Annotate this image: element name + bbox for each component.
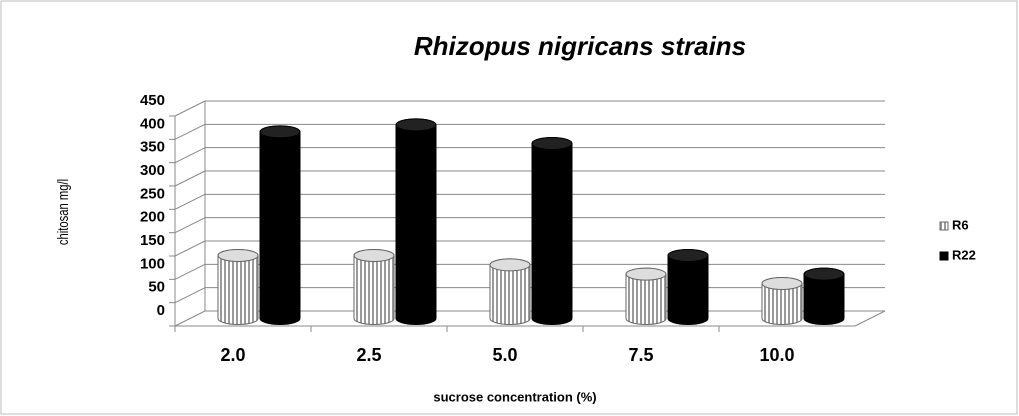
y-tick-label: 350 bbox=[140, 139, 165, 156]
grid-line bbox=[174, 170, 206, 187]
y-tick-label: 50 bbox=[148, 279, 165, 296]
x-tick-label: 7.5 bbox=[628, 345, 653, 365]
y-tick-label: 300 bbox=[140, 162, 165, 179]
bar-top bbox=[217, 249, 259, 262]
grid-line bbox=[174, 123, 206, 140]
grid-line bbox=[174, 287, 206, 304]
grid-line bbox=[174, 310, 206, 327]
bar-top bbox=[395, 118, 437, 132]
bar-top bbox=[259, 125, 301, 139]
x-tick-label: 10.0 bbox=[759, 345, 794, 365]
bar bbox=[531, 137, 573, 325]
legend-swatch bbox=[939, 221, 949, 231]
bar-top bbox=[489, 258, 531, 272]
x-axis-title: sucrose concentration (%) bbox=[433, 389, 596, 404]
bar bbox=[395, 118, 437, 325]
bar-top bbox=[353, 249, 395, 262]
y-tick-label: 250 bbox=[140, 185, 165, 202]
x-tick-label: 5.0 bbox=[492, 345, 517, 365]
bar-top bbox=[761, 277, 803, 290]
bar bbox=[259, 125, 301, 325]
y-tick-label: 450 bbox=[140, 92, 165, 109]
grid-line bbox=[174, 193, 206, 210]
legend-label: R22 bbox=[952, 247, 976, 262]
y-tick-label: 400 bbox=[140, 115, 165, 132]
legend-swatch bbox=[939, 251, 949, 261]
floor-line bbox=[854, 310, 886, 327]
x-tick-label: 2.5 bbox=[356, 345, 381, 365]
y-axis-title: chitosan mg/l bbox=[54, 179, 71, 245]
grid-line bbox=[174, 240, 206, 257]
y-tick-label: 200 bbox=[140, 209, 165, 226]
chart-title: Rhizopus nigricans strains bbox=[414, 31, 746, 61]
grid-line bbox=[174, 147, 206, 164]
grid-line bbox=[174, 100, 206, 117]
y-tick-label: 0 bbox=[157, 302, 165, 319]
bar-top bbox=[625, 267, 667, 281]
grid-line bbox=[174, 217, 206, 234]
y-tick-label: 150 bbox=[140, 232, 165, 249]
x-tick-label: 2.0 bbox=[220, 345, 245, 365]
legend-label: R6 bbox=[952, 217, 969, 232]
bar-top bbox=[803, 267, 845, 281]
bar-top bbox=[667, 249, 709, 262]
bar-top bbox=[531, 137, 573, 150]
grid-line bbox=[174, 263, 206, 280]
y-tick-label: 100 bbox=[140, 255, 165, 272]
